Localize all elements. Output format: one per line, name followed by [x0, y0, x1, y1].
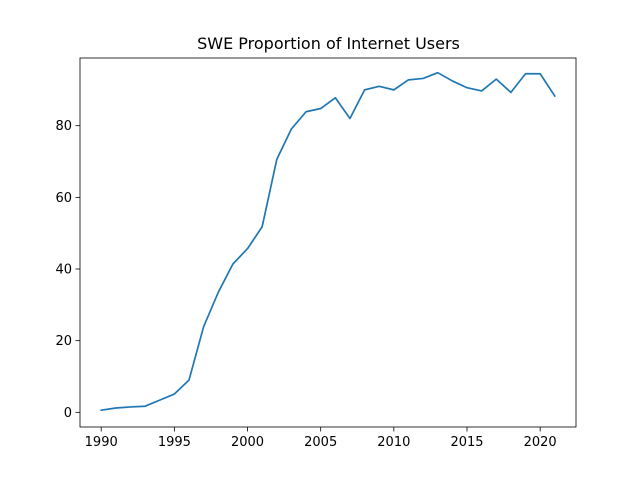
- y-tick-label: 80: [55, 119, 72, 134]
- x-axis: 1990 1995 2000 2005 2010 2015 2020: [85, 427, 557, 450]
- x-tick-label: 2020: [524, 435, 557, 450]
- x-tick-label: 2000: [231, 435, 264, 450]
- x-tick-label: 2015: [450, 435, 483, 450]
- series-line: [100, 71, 556, 412]
- y-axis: 0 20 40 60 80: [55, 119, 80, 421]
- x-tick-label: 2010: [377, 435, 410, 450]
- y-tick-label: 60: [55, 191, 72, 206]
- chart-title: SWE Proportion of Internet Users: [197, 34, 460, 53]
- y-tick-label: 40: [55, 263, 72, 278]
- y-tick-label: 0: [64, 406, 72, 421]
- x-tick-label: 1995: [158, 435, 191, 450]
- x-tick-label: 1990: [85, 435, 118, 450]
- y-tick-label: 20: [55, 334, 72, 349]
- x-tick-label: 2005: [304, 435, 337, 450]
- axes-frame: [79, 57, 577, 428]
